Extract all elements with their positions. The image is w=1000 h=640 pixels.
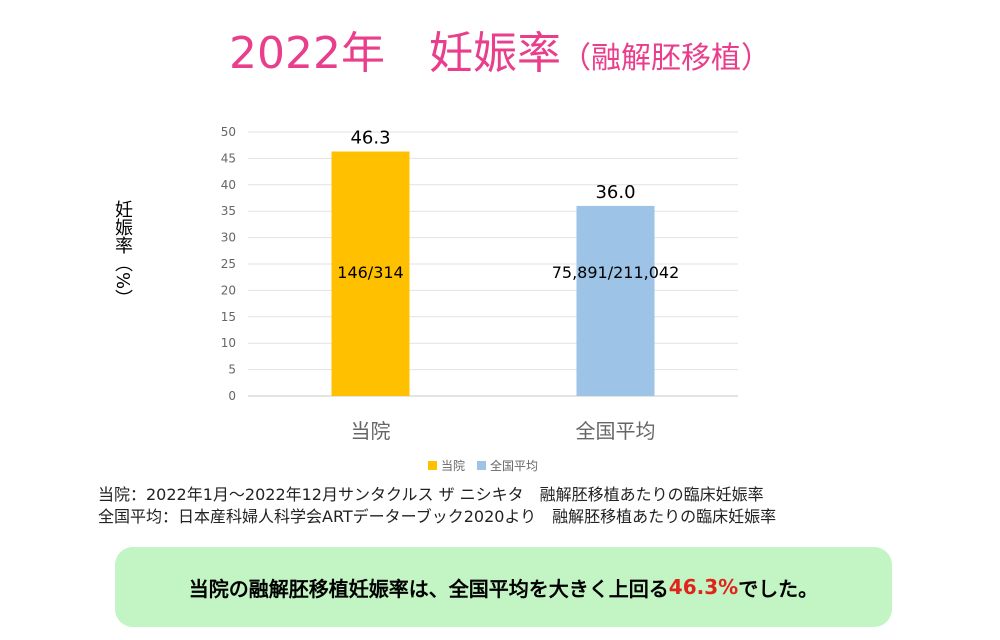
bar-chart: 0 5 10 15 20 25 30 35 40 45 50 46.3 146/314 当院 36.0 75,… <box>221 125 738 473</box>
footnote-national: 全国平均：日本産科婦人科学会ARTデーターブック2020より 融解胚移植あたりの… <box>98 507 777 526</box>
y-tick-label: 45 <box>221 151 236 165</box>
y-tick-label: 15 <box>221 310 236 324</box>
legend-label: 全国平均 <box>490 458 538 473</box>
y-tick-label: 0 <box>228 389 236 403</box>
bar-inner-label: 75,891/211,042 <box>552 263 680 282</box>
summary-text: 当院の融解胚移植妊娠率は、全国平均を大きく上回る <box>188 576 669 601</box>
data-label: 36.0 <box>595 182 635 203</box>
title-main: 2022年 妊娠率 <box>229 28 561 79</box>
legend-swatch <box>477 461 486 470</box>
legend-label: 当院 <box>441 459 465 473</box>
x-tick-label: 当院 <box>351 419 391 443</box>
y-axis-label: 妊娠率（%） <box>112 200 133 308</box>
y-tick-label: 30 <box>221 231 236 245</box>
footnotes: 当院：2022年1月～2022年12月サンタクルス ザ ニシキタ 融解胚移植あた… <box>98 484 958 528</box>
bar <box>331 151 410 396</box>
legend-swatch <box>428 461 437 470</box>
summary-text-end: でした。 <box>738 576 819 601</box>
y-tick-label: 50 <box>221 125 236 139</box>
y-tick-label: 5 <box>228 363 236 377</box>
y-tick-label: 35 <box>221 204 236 218</box>
y-tick-label: 10 <box>221 336 236 350</box>
summary-box: 当院の融解胚移植妊娠率は、全国平均を大きく上回る 46.3% でした。 <box>115 547 892 627</box>
y-tick-label: 25 <box>221 257 236 271</box>
x-tick-label: 全国平均 <box>576 419 656 443</box>
y-tick-label: 20 <box>221 283 236 297</box>
page-title: 2022年 妊娠率（融解胚移植） <box>0 28 1000 85</box>
y-tick-label: 40 <box>221 178 236 192</box>
bar <box>576 205 655 396</box>
summary-highlight: 46.3% <box>668 575 739 599</box>
footnote-clinic: 当院：2022年1月～2022年12月サンタクルス ザ ニシキタ 融解胚移植あた… <box>98 485 764 504</box>
bar-inner-label: 146/314 <box>337 263 403 282</box>
data-label: 46.3 <box>350 128 390 149</box>
title-sub: （融解胚移植） <box>560 41 771 76</box>
